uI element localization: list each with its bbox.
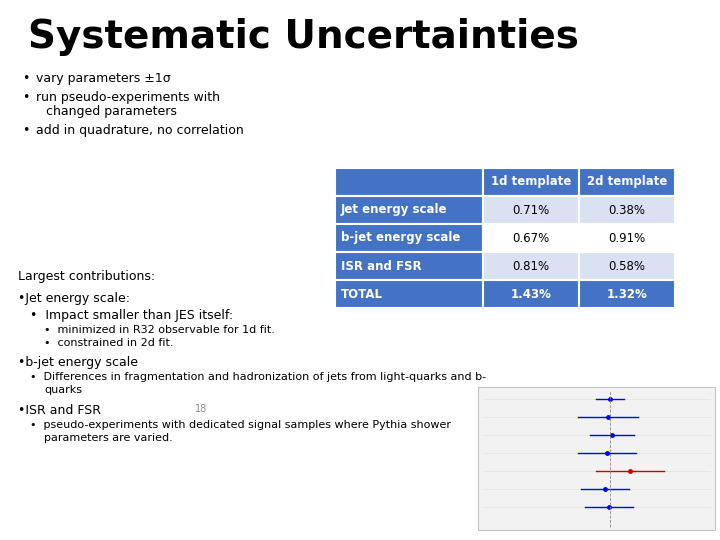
Text: 18: 18	[195, 404, 207, 414]
Text: Jet energy scale: Jet energy scale	[341, 204, 448, 217]
Bar	[335, 196, 483, 224]
Bar	[335, 168, 483, 196]
Bar	[579, 224, 675, 252]
Text: 1.43%: 1.43%	[510, 287, 552, 300]
Bar	[335, 280, 483, 308]
Bar	[579, 252, 675, 280]
Text: run pseudo-experiments with: run pseudo-experiments with	[36, 91, 220, 104]
Text: 0.91%: 0.91%	[608, 232, 646, 245]
Bar	[335, 252, 483, 280]
Bar	[483, 196, 579, 224]
Text: vary parameters ±1σ: vary parameters ±1σ	[36, 72, 171, 85]
Text: Largest contributions:: Largest contributions:	[18, 270, 155, 283]
Text: add in quadrature, no correlation: add in quadrature, no correlation	[36, 124, 244, 137]
Text: 0.38%: 0.38%	[608, 204, 646, 217]
Text: •ISR and FSR: •ISR and FSR	[18, 404, 101, 417]
Bar	[579, 196, 675, 224]
Text: 0.58%: 0.58%	[608, 260, 646, 273]
Text: Systematic Uncertainties: Systematic Uncertainties	[28, 18, 579, 56]
Bar	[335, 224, 483, 252]
Text: 1.32%: 1.32%	[607, 287, 647, 300]
Bar	[483, 252, 579, 280]
Text: TOTAL: TOTAL	[341, 287, 383, 300]
Text: •  constrained in 2d fit.: • constrained in 2d fit.	[44, 338, 174, 348]
Text: •: •	[22, 72, 30, 85]
Text: •b-jet energy scale: •b-jet energy scale	[18, 356, 138, 369]
Bar	[579, 168, 675, 196]
Text: •Jet energy scale:: •Jet energy scale:	[18, 292, 130, 305]
Text: •  Impact smaller than JES itself:: • Impact smaller than JES itself:	[30, 309, 233, 322]
Text: •: •	[22, 91, 30, 104]
Bar	[483, 280, 579, 308]
Text: 1d template: 1d template	[491, 176, 571, 188]
Text: •  pseudo-experiments with dedicated signal samples where Pythia shower: • pseudo-experiments with dedicated sign…	[30, 420, 451, 430]
Text: 0.81%: 0.81%	[513, 260, 549, 273]
Text: ISR and FSR: ISR and FSR	[341, 260, 422, 273]
Text: changed parameters: changed parameters	[46, 105, 177, 118]
Text: b-jet energy scale: b-jet energy scale	[341, 232, 460, 245]
Text: quarks: quarks	[44, 385, 82, 395]
Bar	[483, 224, 579, 252]
Bar	[483, 168, 579, 196]
Bar	[478, 387, 715, 530]
Text: parameters are varied.: parameters are varied.	[44, 433, 173, 443]
Text: 0.71%: 0.71%	[513, 204, 549, 217]
Text: 2d template: 2d template	[587, 176, 667, 188]
Text: •: •	[22, 124, 30, 137]
Text: •  Differences in fragmentation and hadronization of jets from light-quarks and : • Differences in fragmentation and hadro…	[30, 372, 486, 382]
Text: •  minimized in R32 observable for 1d fit.: • minimized in R32 observable for 1d fit…	[44, 325, 275, 335]
Text: 0.67%: 0.67%	[513, 232, 549, 245]
Bar	[579, 280, 675, 308]
